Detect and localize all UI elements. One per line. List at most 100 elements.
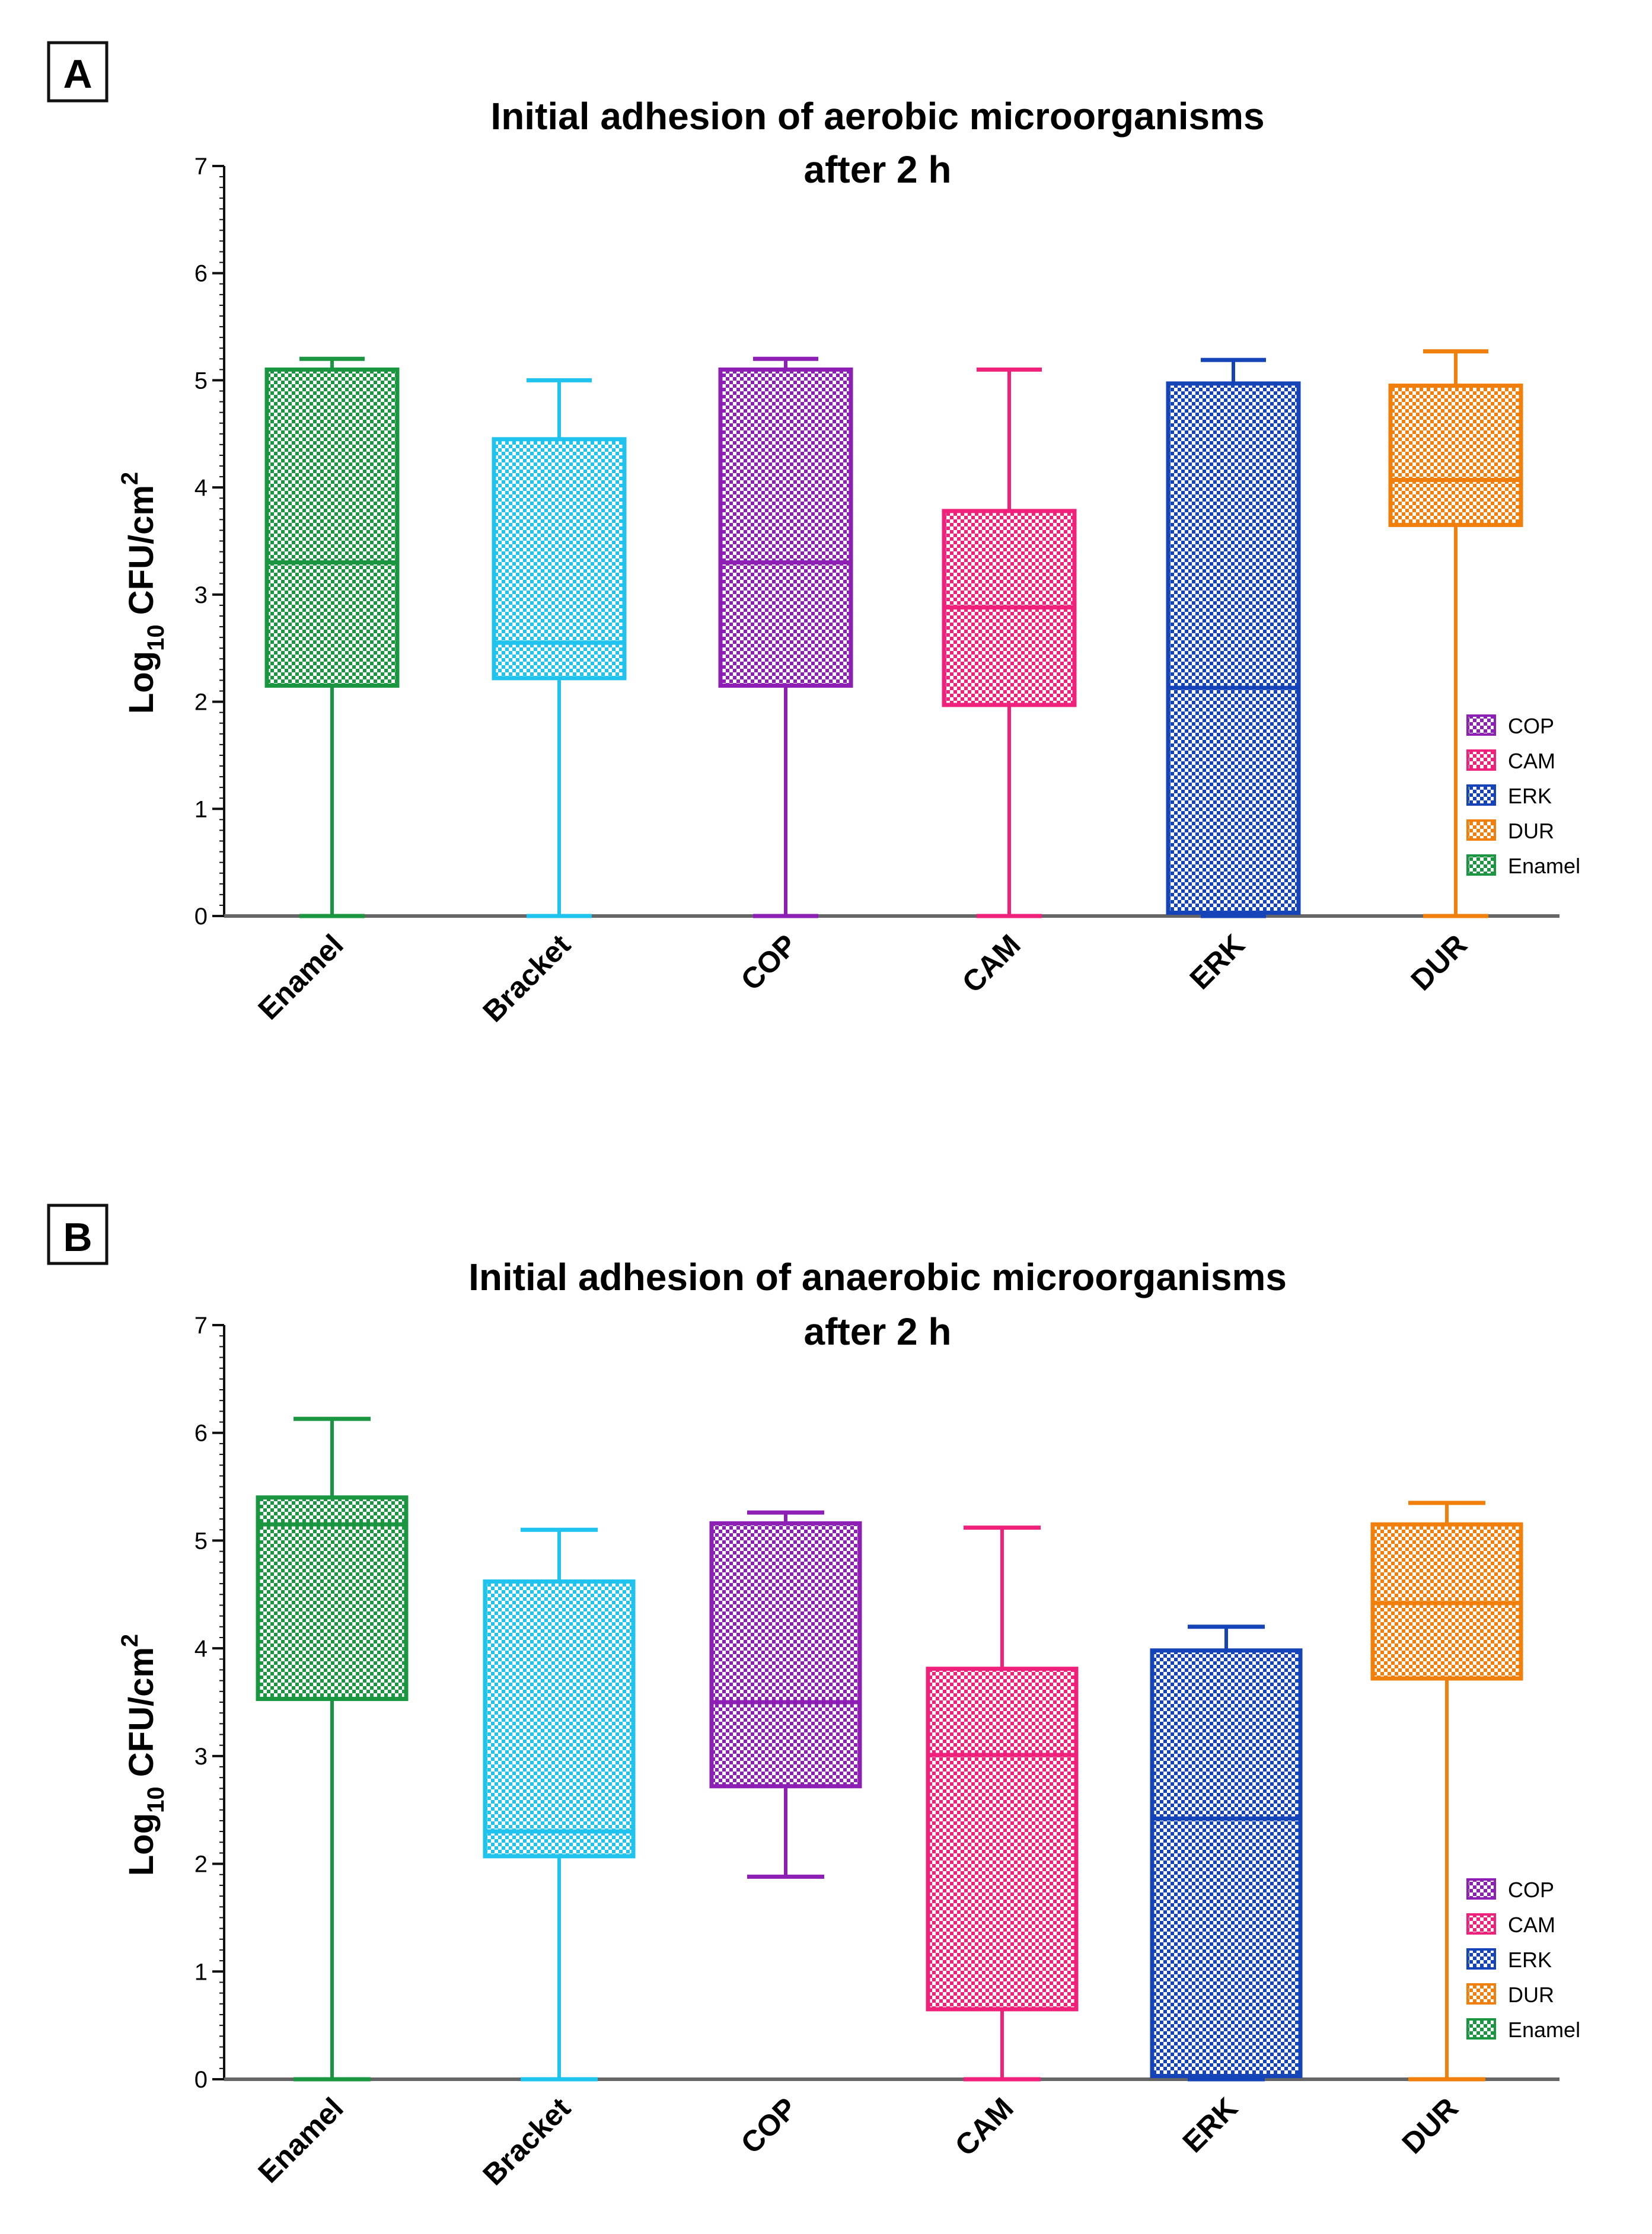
legend-label: CAM bbox=[1508, 749, 1555, 773]
legend-swatch bbox=[1466, 854, 1496, 876]
y-tick-label: 5 bbox=[194, 368, 208, 394]
y-label-sup: 2 bbox=[117, 472, 143, 485]
legend-swatch bbox=[1466, 2018, 1496, 2040]
y-tick-label: 4 bbox=[194, 1636, 208, 1662]
legend-item-cam: CAM bbox=[1466, 749, 1555, 773]
x-tick-label: Enamel bbox=[251, 2091, 349, 2189]
y-tick-label: 1 bbox=[194, 796, 208, 822]
legend-label: DUR bbox=[1508, 1983, 1554, 2007]
chart-title: Initial adhesion of anaerobic microorgan… bbox=[468, 1256, 1287, 1298]
box-bracket bbox=[483, 1527, 636, 2082]
y-label-base: Log bbox=[122, 1813, 161, 1876]
legend-item-erk: ERK bbox=[1466, 784, 1552, 808]
legend-item-cam: CAM bbox=[1466, 1913, 1555, 1937]
y-tick-label: 0 bbox=[194, 2067, 208, 2093]
x-tick-label: CAM bbox=[956, 928, 1027, 999]
legend-swatch bbox=[1466, 714, 1496, 736]
x-tick-label: DUR bbox=[1396, 2091, 1465, 2160]
y-label-sub: 10 bbox=[143, 624, 169, 651]
legend-swatch bbox=[1466, 819, 1496, 841]
legend-swatch bbox=[1466, 1878, 1496, 1900]
y-tick-label: 1 bbox=[194, 1959, 208, 1985]
y-tick-label: 2 bbox=[194, 690, 208, 716]
panel-letter-box bbox=[47, 41, 109, 103]
legend-label: DUR bbox=[1508, 819, 1554, 843]
iqr-box bbox=[926, 1667, 1079, 2012]
iqr-box bbox=[709, 1521, 862, 1789]
legend-label: ERK bbox=[1508, 1948, 1552, 1972]
panel-letter-box bbox=[47, 1204, 109, 1265]
box-cop bbox=[718, 356, 853, 918]
legend-label: Enamel bbox=[1508, 2018, 1580, 2042]
panel-letter: A bbox=[63, 52, 92, 97]
iqr-box bbox=[1388, 383, 1523, 527]
legend-item-dur: DUR bbox=[1466, 1983, 1554, 2007]
y-tick-label: 2 bbox=[194, 1852, 208, 1878]
legend-item-enamel: Enamel bbox=[1466, 854, 1580, 878]
legend-swatch bbox=[1466, 1913, 1496, 1935]
box-dur bbox=[1370, 1501, 1523, 2082]
box-cam bbox=[942, 367, 1077, 918]
chart-title: Initial adhesion of aerobic microorganis… bbox=[490, 95, 1264, 138]
y-label-unit: CFU/cm bbox=[122, 1647, 161, 1786]
x-tick-label: COP bbox=[735, 928, 803, 997]
y-tick-label: 3 bbox=[194, 582, 208, 608]
legend-swatch bbox=[1466, 784, 1496, 806]
x-tick-label: Bracket bbox=[476, 928, 577, 1029]
panel-b: B Initial adhesion of anaerobic microorg… bbox=[47, 1204, 1580, 2192]
iqr-box bbox=[1166, 381, 1301, 915]
iqr-box bbox=[492, 437, 627, 681]
legend-label: COP bbox=[1508, 714, 1554, 738]
box-bracket bbox=[492, 378, 627, 918]
y-tick-label: 5 bbox=[194, 1528, 208, 1554]
x-tick-label: ERK bbox=[1176, 2091, 1244, 2159]
y-label-sup: 2 bbox=[117, 1634, 143, 1647]
legend-item-erk: ERK bbox=[1466, 1948, 1552, 1972]
box-enamel bbox=[264, 356, 400, 918]
y-tick-label: 6 bbox=[194, 261, 208, 287]
y-label-base: Log bbox=[122, 651, 161, 714]
y-label-sub: 10 bbox=[143, 1786, 169, 1813]
iqr-box bbox=[256, 1495, 409, 1702]
x-tick-label: COP bbox=[735, 2091, 803, 2160]
y-label-unit: CFU/cm bbox=[122, 485, 161, 624]
chart-title-line2: after 2 h bbox=[804, 1310, 952, 1353]
legend-label: COP bbox=[1508, 1878, 1554, 1902]
y-tick-label: 3 bbox=[194, 1744, 208, 1770]
legend-swatch bbox=[1466, 1983, 1496, 2005]
iqr-box bbox=[718, 367, 853, 688]
legend-item-enamel: Enamel bbox=[1466, 2018, 1580, 2042]
iqr-box bbox=[264, 367, 400, 688]
legend-swatch bbox=[1466, 749, 1496, 771]
legend-item-cop: COP bbox=[1466, 1878, 1554, 1902]
chart-title-line2: after 2 h bbox=[804, 148, 952, 191]
x-tick-label: CAM bbox=[949, 2091, 1020, 2162]
y-tick-label: 0 bbox=[194, 904, 208, 930]
y-tick-label: 4 bbox=[194, 475, 208, 501]
legend-label: ERK bbox=[1508, 784, 1552, 808]
y-axis-label: Log10 CFU/cm2 bbox=[117, 472, 169, 714]
box-dur bbox=[1388, 349, 1523, 918]
x-tick-label: Enamel bbox=[251, 928, 349, 1026]
box-erk bbox=[1150, 1625, 1303, 2082]
legend-label: Enamel bbox=[1508, 854, 1580, 878]
box-cam bbox=[926, 1525, 1079, 2082]
y-tick-label: 7 bbox=[194, 1313, 208, 1339]
legend-swatch bbox=[1466, 1948, 1496, 1970]
x-tick-label: ERK bbox=[1184, 928, 1251, 995]
box-cop bbox=[709, 1510, 862, 1879]
legend-item-dur: DUR bbox=[1466, 819, 1554, 843]
box-erk bbox=[1166, 358, 1301, 918]
legend-label: CAM bbox=[1508, 1913, 1555, 1937]
legend-item-cop: COP bbox=[1466, 714, 1554, 738]
y-tick-label: 6 bbox=[194, 1421, 208, 1447]
iqr-box bbox=[1150, 1648, 1303, 2079]
y-axis-label: Log10 CFU/cm2 bbox=[117, 1634, 169, 1876]
box-enamel bbox=[256, 1416, 409, 2082]
iqr-box bbox=[483, 1579, 636, 1859]
x-tick-label: DUR bbox=[1405, 928, 1474, 997]
y-tick-label: 7 bbox=[194, 154, 208, 180]
panel-letter: B bbox=[63, 1215, 92, 1260]
x-tick-label: Bracket bbox=[476, 2091, 577, 2192]
